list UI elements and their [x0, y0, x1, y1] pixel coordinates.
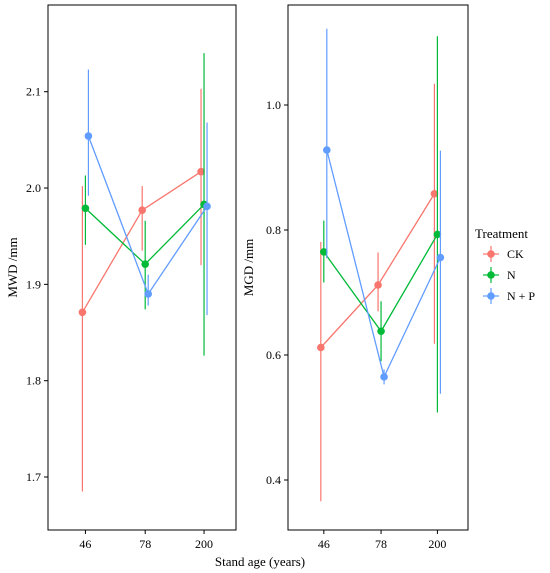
data-point: [433, 230, 442, 239]
y-tick-label: 1.0: [266, 98, 281, 112]
y-tick-label: 1.7: [26, 470, 41, 484]
panel-border: [287, 4, 469, 531]
x-tick-label: 78: [375, 537, 387, 551]
data-point: [430, 189, 439, 198]
y-axis-title: MGD /mm: [241, 239, 256, 296]
x-tick-label: 46: [318, 537, 330, 551]
data-point: [138, 206, 146, 214]
x-tick-label: 200: [428, 537, 446, 551]
legend-title: Treatment: [475, 226, 528, 241]
panel-right: 0.4 0.6 0.8 1.0 46 78 200 MGD /mm: [241, 4, 469, 551]
y-tick-label: 0.8: [266, 223, 281, 237]
legend-key-point: [487, 271, 495, 279]
data-point: [436, 253, 445, 262]
series-line: [326, 149, 441, 379]
series-np: [84, 69, 211, 316]
legend-item: N + P: [483, 288, 535, 304]
data-point: [141, 260, 149, 268]
x-tick-label: 200: [195, 537, 213, 551]
series-n: [81, 53, 208, 356]
y-tick-label: 1.9: [26, 277, 41, 291]
legend-key-point: [487, 292, 495, 300]
legend-key-point: [487, 250, 495, 258]
x-tick-label: 46: [79, 537, 91, 551]
legend-label: CK: [507, 247, 524, 261]
y-tick-label: 2.0: [26, 181, 41, 195]
legend-item: CK: [483, 246, 524, 262]
data-point: [78, 308, 87, 317]
x-axis-title: Stand age (years): [215, 554, 305, 569]
series-np: [323, 28, 445, 394]
series-n: [320, 36, 442, 413]
data-point: [323, 146, 331, 154]
y-axis-title: MWD /mm: [5, 237, 20, 297]
y-tick-label: 2.1: [26, 85, 41, 99]
legend-item: N: [483, 267, 516, 283]
data-point: [144, 290, 152, 298]
legend-label: N + P: [507, 289, 535, 303]
x-tick-label: 78: [139, 537, 151, 551]
data-point: [84, 132, 93, 140]
legend-label: N: [507, 268, 516, 282]
data-point: [380, 373, 388, 381]
panel-border: [47, 4, 237, 531]
y-tick-label: 0.6: [266, 348, 281, 362]
y-tick-label: 1.8: [26, 374, 41, 388]
series-ck: [317, 83, 439, 502]
data-point: [203, 202, 211, 211]
data-point: [377, 327, 385, 336]
legend: Treatment CK N N + P: [475, 226, 535, 304]
data-point: [317, 343, 325, 352]
data-point: [81, 204, 90, 213]
panel-left: 1.7 1.8 1.9 2.0 2.1 46 78 200 MWD /mm: [5, 4, 237, 551]
data-point: [197, 167, 205, 176]
data-point: [320, 248, 328, 256]
chart-panels: 1.7 1.8 1.9 2.0 2.1 46 78 200 MWD /mm 0.4 0.6 0.8 1.…: [5, 4, 469, 551]
y-tick-label: 0.4: [266, 473, 281, 487]
series-ck: [78, 88, 205, 492]
series-line: [87, 135, 208, 296]
data-point: [374, 281, 382, 289]
